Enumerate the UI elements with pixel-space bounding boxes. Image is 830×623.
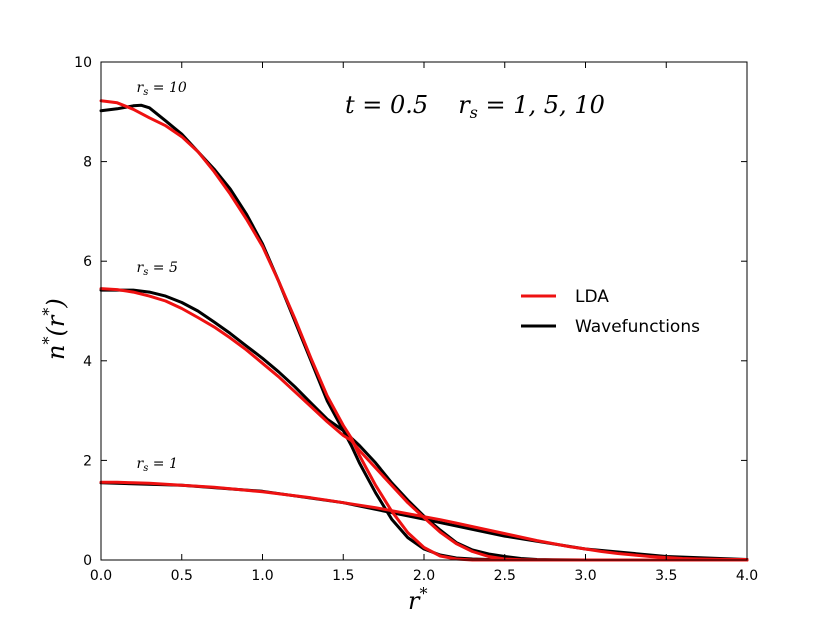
x-tick-label: 2.5 (494, 568, 516, 584)
x-tick-label: 1.0 (251, 568, 273, 584)
x-tick-label: 1.5 (332, 568, 354, 584)
y-tick-label: 2 (83, 453, 92, 469)
annotation-rs-2: rs = 1 (137, 456, 178, 474)
y-axis-label-open: ( (42, 327, 70, 337)
title-rs-sub: s (470, 103, 478, 122)
title-t-label: t = 0.5 (345, 91, 428, 119)
x-tick-label: 3.5 (655, 568, 677, 584)
y-tick-label: 10 (74, 55, 92, 71)
annotation-layer: rs = 10 rs = 5 rs = 1 (137, 80, 187, 474)
title-rs-values: = 1, 5, 10 (478, 91, 605, 119)
annotation-rs-1: rs = 5 (137, 260, 178, 278)
y-axis-label-sup1: * (39, 337, 58, 345)
x-tick-label: 0.5 (171, 568, 193, 584)
y-axis-label-n: n (42, 345, 70, 360)
legend-label-wavefunctions: Wavefunctions (575, 317, 700, 337)
tick-layer: 0.0 0.5 1.0 1.5 2.0 2.5 3.0 3.5 4.0 0 2 4 6 8 10 (74, 55, 758, 584)
y-tick-label: 6 (83, 254, 92, 270)
y-tick-label: 8 (83, 155, 92, 171)
x-tick-label: 4.0 (736, 568, 758, 584)
y-tick-label: 4 (83, 354, 92, 370)
y-axis-label-sup2: * (39, 308, 58, 316)
y-tick-label: 0 (83, 553, 92, 569)
x-axis-label: r* (408, 584, 427, 615)
series-line-3 (99, 287, 749, 562)
chart-title: t = 0.5 rs = 1, 5, 10 (345, 91, 605, 122)
legend-label-lda: LDA (575, 287, 609, 307)
x-axis-label-base: r (408, 587, 421, 615)
x-tick-label: 3.0 (574, 568, 596, 584)
y-axis-label-r: r (42, 314, 70, 327)
legend: LDA Wavefunctions (521, 287, 700, 337)
x-tick-label: 0.0 (90, 568, 112, 584)
title-rs-base: r (458, 91, 471, 119)
series-line-5 (99, 480, 749, 561)
series-line-1 (99, 99, 749, 562)
y-axis-label: n*(r*) (39, 298, 70, 360)
x-axis-label-sup: * (419, 584, 427, 603)
series-layer (99, 99, 749, 562)
x-tick-label: 2.0 (413, 568, 435, 584)
y-axis-label-close: ) (42, 298, 70, 308)
annotation-rs-0: rs = 10 (137, 80, 187, 98)
